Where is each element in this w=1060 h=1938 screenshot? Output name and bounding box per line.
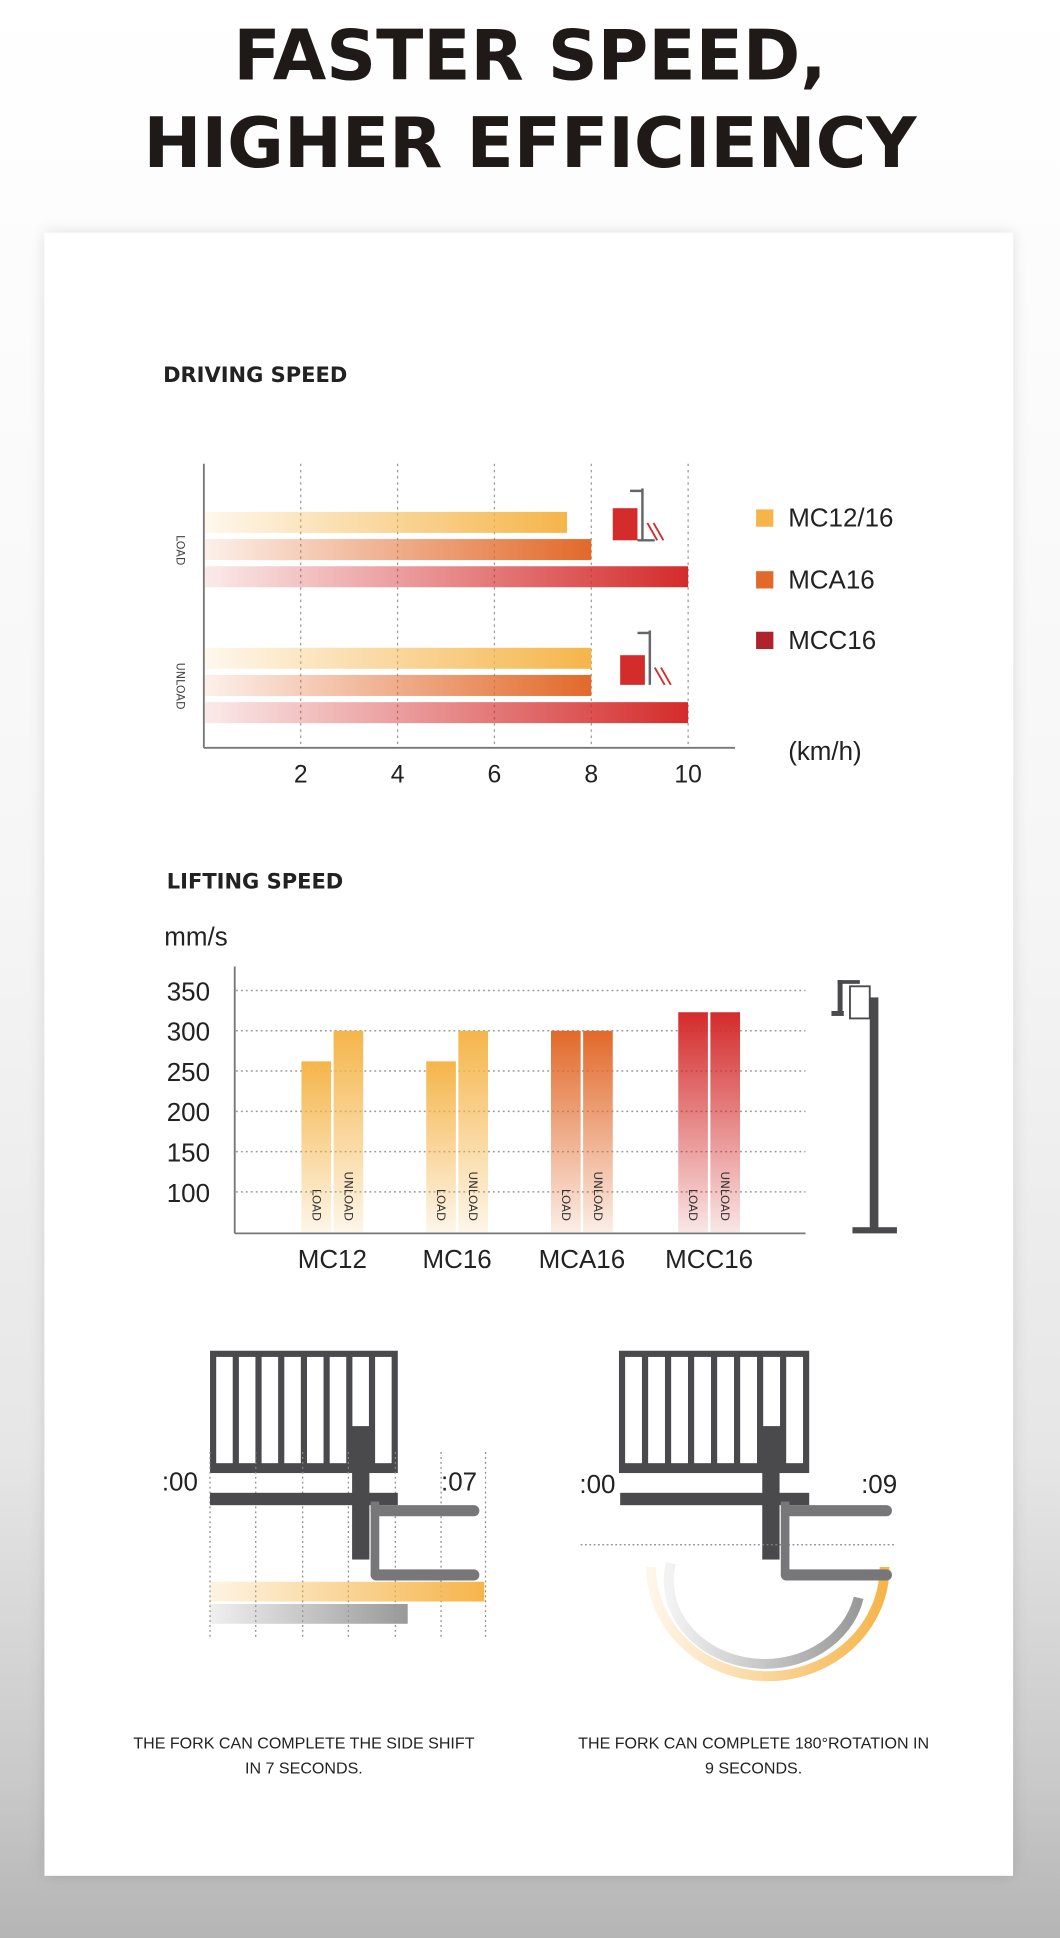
- x-tick-label: MC16: [423, 1246, 492, 1274]
- x-tick-label: 4: [391, 761, 405, 788]
- pallet-frame: [618, 1350, 810, 1474]
- mast-post: [352, 1427, 370, 1560]
- bar-mcc16-load: [205, 566, 689, 588]
- pallet-slot: [375, 1356, 392, 1464]
- legend-swatch: [756, 571, 774, 589]
- time-gridlines: [209, 1452, 487, 1639]
- legend-label: MCC16: [788, 627, 876, 655]
- bar-inner-label: UNLOAD: [591, 1172, 605, 1222]
- bar-mc12-load: [301, 1061, 332, 1233]
- bar-inner-label: LOAD: [686, 1189, 700, 1221]
- bar-mc12-unload: [333, 1030, 364, 1233]
- legend-swatch: [756, 631, 774, 650]
- fork-icon: [780, 1501, 892, 1581]
- forklift-icon: [612, 488, 665, 542]
- mast-post: [762, 1427, 780, 1560]
- pallet-slot: [284, 1356, 301, 1464]
- bar-inner-label: LOAD: [559, 1189, 573, 1221]
- driving-speed-title: DRIVING SPEED: [163, 363, 347, 387]
- x-tick-label: 10: [674, 761, 701, 788]
- x-tick-label: 6: [488, 761, 502, 788]
- rotation-progress-arc: [646, 1566, 890, 1682]
- lifting-speed-chart: 100 150 200 250 300 350 LOAD UNLOAD MC12 LOAD UNLO…: [167, 966, 897, 1274]
- x-tick-label: MC12: [298, 1246, 367, 1274]
- pallet-slot: [216, 1356, 233, 1464]
- bar-inner-label: UNLOAD: [466, 1172, 480, 1222]
- rotation-caption-line1: THE FORK CAN COMPLETE 180°ROTATION IN: [578, 1735, 929, 1753]
- shift-progress-full: [210, 1581, 485, 1602]
- bar-mc16-unload: [458, 1030, 488, 1233]
- x-axis-unit: (km/h): [788, 738, 861, 766]
- forklift-icon: [620, 630, 672, 686]
- bar-inner-label: LOAD: [434, 1189, 448, 1221]
- category-label-load: LOAD: [174, 535, 187, 566]
- bar-mc16-load: [426, 1061, 456, 1233]
- bar-inner-label: LOAD: [309, 1189, 323, 1221]
- lifting-speed-title: LIFTING SPEED: [167, 870, 343, 894]
- category-label-unload: UNLOAD: [174, 663, 187, 710]
- y-axis-unit: mm/s: [164, 924, 227, 952]
- side-shift-caption-line2: IN 7 SECONDS.: [245, 1759, 363, 1777]
- title-line-1: FASTER SPEED,: [233, 16, 826, 96]
- y-tick-label: 250: [167, 1059, 210, 1087]
- carriage-bar: [210, 1492, 398, 1506]
- legend-label: MC12/16: [788, 505, 893, 533]
- time-start-label: :00: [579, 1471, 615, 1499]
- bar-mca16-load: [205, 539, 592, 561]
- x-tick-label: 2: [294, 761, 308, 788]
- bar-mcc16-unload: [710, 1012, 741, 1233]
- bar-mcc16-load: [678, 1012, 708, 1233]
- bar-mcc16-unload: [205, 702, 689, 724]
- carriage-bar: [620, 1492, 810, 1506]
- bar-mca16-unload: [205, 674, 592, 696]
- bar-mc12-16-load: [205, 511, 568, 533]
- pallet-slot: [238, 1356, 256, 1464]
- title-line-2: HIGHER EFFICIENCY: [144, 104, 918, 184]
- content-card: [44, 232, 1014, 1876]
- bar-mca16-unload: [583, 1030, 613, 1233]
- pallet-slot: [786, 1356, 804, 1464]
- pallet-slot: [329, 1356, 347, 1464]
- pallet-slot: [261, 1356, 279, 1464]
- y-tick-label: 300: [167, 1019, 210, 1047]
- driving-speed-chart: LOAD UNLOAD (km/h) 2 4 6 8 10 MC12/16 MCA16 MCC…: [174, 463, 893, 788]
- pallet-slot: [307, 1356, 324, 1464]
- x-tick-label: MCA16: [539, 1246, 626, 1274]
- pallet-slot: [763, 1356, 781, 1427]
- rotation-diagram: :00 :09 THE FORK CAN COMPLETE 180°ROTATI…: [578, 1350, 929, 1777]
- bar-mc12-16-unload: [205, 647, 592, 669]
- pallet-slot: [694, 1356, 711, 1464]
- mast-icon: [831, 980, 897, 1234]
- pallet-frame: [210, 1350, 398, 1474]
- y-tick-label: 200: [167, 1099, 210, 1127]
- y-tick-label: 150: [167, 1139, 210, 1167]
- time-start-label: :00: [162, 1468, 198, 1496]
- pallet-icon: [210, 1350, 398, 1474]
- rotation-caption-line2: 9 SECONDS.: [705, 1759, 802, 1777]
- time-end-label: :09: [861, 1471, 897, 1499]
- side-shift-diagram: :00 :07 THE FORK CAN COMPLETE THE SIDE S…: [133, 1350, 487, 1777]
- y-tick-label: 100: [167, 1180, 210, 1208]
- x-tick-label: 8: [584, 761, 598, 788]
- bar-mca16-load: [551, 1030, 581, 1233]
- pallet-slot: [717, 1356, 735, 1464]
- fork-icon: [370, 1501, 480, 1581]
- bar-inner-label: UNLOAD: [341, 1172, 355, 1222]
- pallet-icon: [618, 1350, 810, 1474]
- pallet-slot: [671, 1356, 688, 1464]
- time-end-label: :07: [441, 1468, 477, 1496]
- side-shift-caption-line1: THE FORK CAN COMPLETE THE SIDE SHIFT: [133, 1735, 474, 1753]
- x-tick-label: MCC16: [665, 1246, 753, 1274]
- legend-label: MCA16: [788, 566, 875, 594]
- bar-inner-label: UNLOAD: [718, 1172, 732, 1222]
- legend-swatch: [756, 509, 774, 527]
- pallet-slot: [740, 1356, 758, 1464]
- shift-progress-partial: [210, 1604, 408, 1624]
- pallet-slot: [648, 1356, 665, 1464]
- rotation-partial-arc: [663, 1562, 864, 1669]
- y-tick-label: 350: [167, 978, 210, 1006]
- pallet-slot: [625, 1356, 642, 1464]
- pallet-slot: [352, 1356, 369, 1427]
